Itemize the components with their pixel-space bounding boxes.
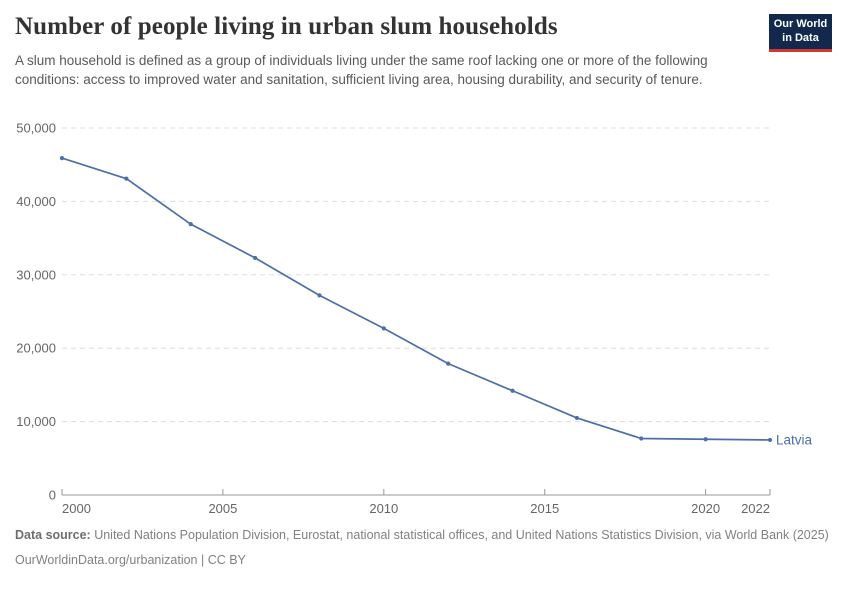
data-point[interactable] bbox=[252, 255, 258, 261]
y-axis-tick-label: 40,000 bbox=[16, 194, 56, 209]
owid-logo: Our World in Data bbox=[769, 14, 832, 52]
y-axis-tick-label: 20,000 bbox=[16, 341, 56, 356]
page-title: Number of people living in urban slum ho… bbox=[15, 13, 558, 40]
data-source-line: Data source: United Nations Population D… bbox=[15, 526, 835, 544]
series-label-latvia[interactable]: Latvia bbox=[776, 432, 813, 447]
chart-subtitle: A slum household is defined as a group o… bbox=[15, 53, 708, 87]
line-chart-canvas: 0 10,000 20,000 30,000 40,000 50,000 2000 2005 2… bbox=[16, 121, 813, 517]
y-axis-tick-label: 50,000 bbox=[16, 121, 56, 136]
data-point[interactable] bbox=[381, 326, 386, 331]
data-point[interactable] bbox=[59, 155, 65, 161]
x-axis-tick-label: 2010 bbox=[369, 501, 398, 516]
owid-logo-line2: in Data bbox=[782, 31, 819, 44]
data-point[interactable] bbox=[510, 388, 515, 393]
data-point[interactable] bbox=[446, 361, 451, 366]
x-axis-tick-label: 2020 bbox=[691, 501, 720, 516]
owid-logo-line1: Our World bbox=[773, 18, 828, 30]
latvia-line-series[interactable] bbox=[61, 157, 771, 441]
data-point[interactable] bbox=[188, 222, 193, 227]
data-source-label: Data source: bbox=[15, 528, 91, 542]
x-axis-tick-label: 2022 bbox=[741, 501, 770, 516]
data-point[interactable] bbox=[639, 436, 644, 441]
y-axis-tick-label: 10,000 bbox=[16, 414, 56, 429]
x-axis-tick-label: 2015 bbox=[530, 501, 559, 516]
data-point[interactable] bbox=[317, 293, 322, 298]
y-axis-tick-label: 0 bbox=[49, 488, 56, 503]
data-point[interactable] bbox=[767, 437, 773, 443]
data-point[interactable] bbox=[124, 176, 129, 181]
y-axis-tick-label: 30,000 bbox=[16, 267, 56, 282]
x-axis-tick-label: 2000 bbox=[62, 501, 91, 516]
owid-url-license[interactable]: OurWorldinData.org/urbanization | CC BY bbox=[15, 553, 246, 567]
data-point[interactable] bbox=[703, 437, 708, 442]
chart-footer: Data source: United Nations Population D… bbox=[15, 526, 835, 569]
data-source-text: United Nations Population Division, Euro… bbox=[90, 528, 829, 542]
data-point[interactable] bbox=[574, 415, 580, 421]
x-axis-tick-label: 2005 bbox=[208, 501, 237, 516]
